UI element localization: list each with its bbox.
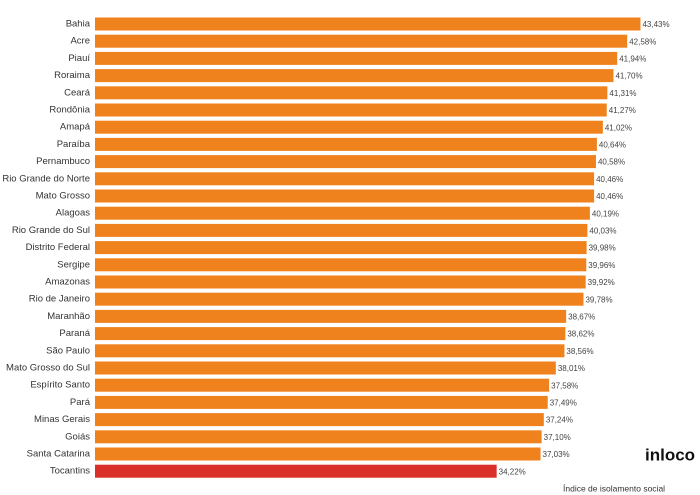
x-axis-label: Índice de isolamento social [563, 483, 665, 493]
category-label: Mato Grosso do Sul [6, 363, 90, 374]
value-label: 37,24% [546, 416, 573, 425]
value-label: 40,19% [592, 209, 619, 218]
bar [95, 464, 497, 478]
value-label: 40,03% [589, 227, 616, 236]
bar [95, 223, 588, 237]
bar [95, 275, 586, 289]
value-label: 38,67% [568, 313, 595, 322]
category-label: Amapá [60, 122, 91, 133]
value-label: 38,56% [566, 347, 593, 356]
category-label: Rio Grande do Sul [12, 225, 90, 236]
bar [95, 413, 544, 427]
logo: inloco [645, 445, 695, 464]
value-label: 39,92% [588, 278, 615, 287]
bar [95, 206, 590, 220]
value-label: 42,58% [629, 37, 656, 46]
value-label: 39,98% [589, 244, 616, 253]
value-label: 38,01% [558, 364, 585, 373]
category-label: Amazonas [45, 277, 90, 288]
value-label: 41,31% [609, 89, 636, 98]
category-label: Ceará [64, 87, 91, 98]
value-label: 43,43% [642, 20, 669, 29]
bar [95, 51, 618, 65]
category-label: Santa Catarina [27, 449, 91, 460]
value-label: 41,70% [615, 72, 642, 81]
bar [95, 327, 566, 341]
category-label: Goiás [65, 431, 90, 442]
value-label: 40,46% [596, 175, 623, 184]
bar [95, 241, 587, 255]
bar [95, 258, 587, 272]
value-label: 40,58% [598, 158, 625, 167]
category-label: Pernambuco [36, 156, 90, 167]
value-label: 41,27% [609, 106, 636, 115]
value-label: 37,58% [551, 381, 578, 390]
bar [95, 344, 565, 358]
bar [95, 447, 541, 461]
category-label: Maranhão [47, 311, 90, 322]
bar [95, 430, 542, 444]
bar [95, 172, 595, 186]
bar [95, 34, 628, 48]
bar [95, 361, 556, 375]
value-label: 40,46% [596, 192, 623, 201]
bar [95, 309, 567, 323]
bar [95, 378, 550, 392]
bar [95, 120, 603, 134]
category-label: Bahia [66, 19, 91, 30]
category-label: Rio Grande do Norte [2, 173, 90, 184]
bar [95, 189, 595, 203]
bar [95, 17, 641, 31]
category-label: Acre [70, 36, 90, 47]
value-label: 40,64% [599, 141, 626, 150]
category-label: Rio de Janeiro [29, 294, 90, 305]
category-label: Espírito Santo [30, 380, 90, 391]
value-label: 34,22% [499, 467, 526, 476]
category-label: Tocantins [50, 466, 90, 477]
bar [95, 395, 548, 409]
category-label: Sergipe [57, 259, 90, 270]
value-label: 37,49% [550, 399, 577, 408]
category-label: Mato Grosso [36, 191, 90, 202]
bar [95, 86, 608, 100]
category-label: Paraná [59, 328, 90, 339]
bar [95, 103, 607, 117]
bar [95, 137, 597, 151]
value-label: 38,62% [567, 330, 594, 339]
value-label: 37,10% [544, 433, 571, 442]
category-label: Rondônia [49, 105, 90, 116]
category-label: Roraima [54, 70, 91, 81]
value-label: 41,94% [619, 55, 646, 64]
bar [95, 292, 584, 306]
category-label: Distrito Federal [26, 242, 90, 253]
value-label: 37,03% [543, 450, 570, 459]
value-label: 41,02% [605, 123, 632, 132]
value-label: 39,96% [588, 261, 615, 270]
category-label: Alagoas [56, 208, 91, 219]
bar [95, 155, 596, 169]
category-label: Pará [70, 397, 91, 408]
category-label: São Paulo [46, 345, 90, 356]
value-label: 39,78% [585, 295, 612, 304]
category-label: Piauí [68, 53, 90, 64]
bar [95, 69, 614, 83]
category-label: Paraíba [57, 139, 91, 150]
category-label: Minas Gerais [34, 414, 90, 425]
